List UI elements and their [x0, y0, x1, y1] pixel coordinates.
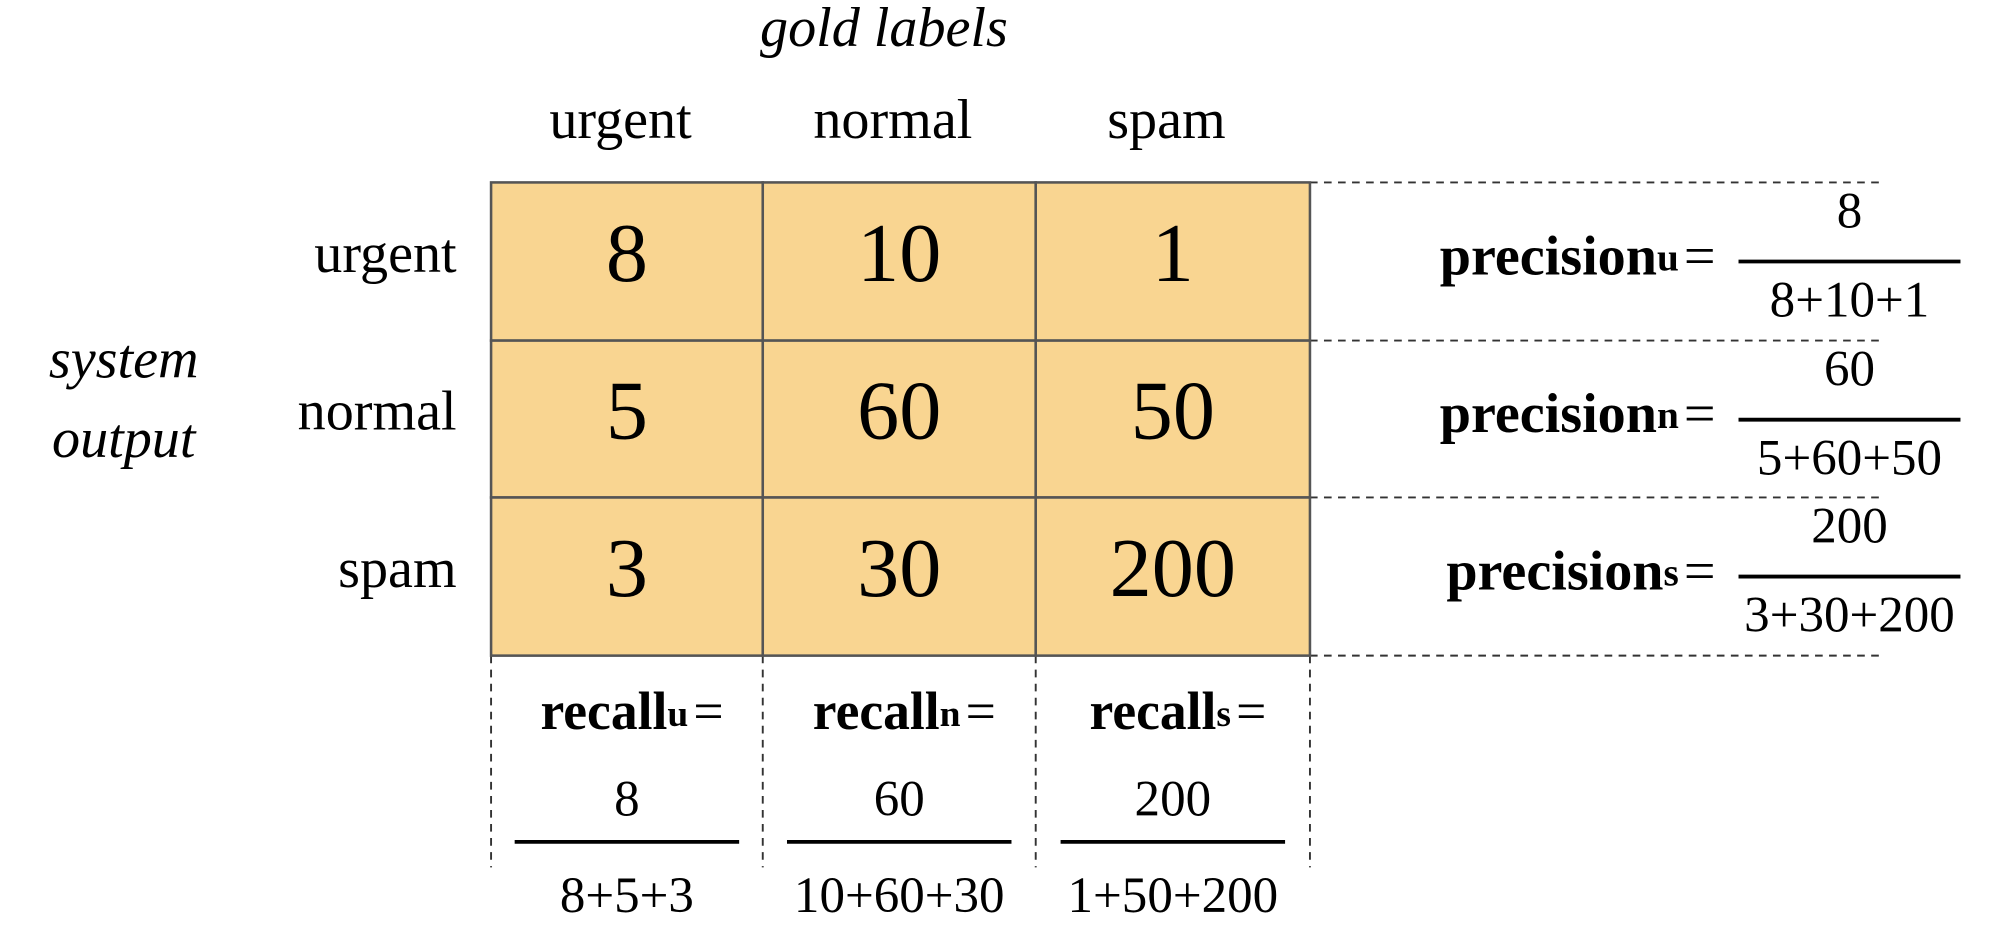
cell-value: 50 — [1131, 364, 1215, 457]
metric-label: recalln = — [813, 681, 996, 741]
cell-value: 10 — [857, 207, 941, 300]
metric-label: precisionn = — [1440, 383, 1716, 445]
row-label: urgent — [314, 223, 457, 285]
metric-label: recalls = — [1090, 681, 1267, 741]
denominator: 1+50+200 — [1068, 868, 1279, 924]
row-title: system — [49, 329, 199, 391]
column-label: normal — [813, 89, 972, 151]
cell-value: 5 — [606, 364, 648, 457]
equals-sign: = — [966, 681, 996, 741]
cell — [761, 339, 1037, 499]
cell-value: 60 — [857, 364, 941, 457]
equals-sign: = — [693, 681, 723, 741]
metric-subscript: s — [1216, 693, 1231, 734]
column-label: spam — [1107, 89, 1225, 151]
denominator: 3+30+200 — [1744, 588, 1955, 644]
metric-name: recall — [813, 681, 940, 741]
equals-sign: = — [1236, 681, 1266, 741]
cell — [1034, 496, 1312, 657]
cell-value: 8 — [606, 207, 648, 300]
numerator: 200 — [1811, 498, 1888, 554]
metric-label: precisionu = — [1440, 225, 1716, 287]
metric-name: precision — [1446, 540, 1663, 602]
numerator: 200 — [1135, 771, 1212, 827]
cell — [1034, 339, 1312, 499]
cell-value: 3 — [606, 522, 648, 615]
equals-sign: = — [1684, 383, 1716, 445]
denominator: 10+60+30 — [794, 868, 1005, 924]
equals-sign: = — [1684, 225, 1716, 287]
cell — [761, 496, 1037, 657]
metric-name: recall — [1090, 681, 1217, 741]
row-label: spam — [338, 538, 456, 600]
numerator: 60 — [1824, 341, 1875, 397]
denominator: 8+10+1 — [1770, 273, 1930, 329]
denominator: 8+5+3 — [560, 868, 694, 924]
equals-sign: = — [1684, 540, 1716, 602]
cell-value: 1 — [1152, 207, 1194, 300]
metric-subscript: u — [667, 693, 688, 734]
numerator: 8 — [1837, 183, 1863, 239]
denominator: 5+60+50 — [1757, 431, 1942, 487]
metric-subscript: s — [1664, 552, 1679, 595]
metric-subscript: n — [1657, 394, 1679, 437]
numerator: 60 — [874, 771, 925, 827]
column-title: gold labels — [760, 0, 1008, 59]
metric-subscript: u — [1657, 237, 1679, 280]
cell — [489, 181, 765, 342]
column-label: urgent — [549, 89, 692, 151]
row-label: normal — [298, 380, 457, 442]
metric-name: recall — [540, 681, 667, 741]
metric-label: recallu = — [540, 681, 723, 741]
cell — [489, 496, 765, 657]
cell-value: 30 — [857, 522, 941, 615]
metric-label: precisions = — [1446, 540, 1715, 602]
row-title: output — [52, 408, 197, 470]
cell — [489, 339, 765, 499]
metric-subscript: n — [940, 693, 961, 734]
cell — [1034, 181, 1312, 342]
numerator: 8 — [614, 771, 640, 827]
metric-name: precision — [1440, 225, 1657, 287]
metric-name: precision — [1440, 383, 1657, 445]
cell-value: 200 — [1110, 522, 1236, 615]
